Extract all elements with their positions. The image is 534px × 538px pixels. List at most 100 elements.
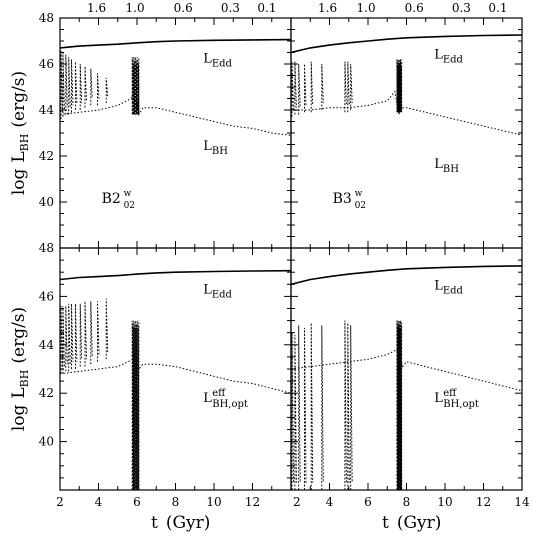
x-tick-label: 12 <box>476 495 491 509</box>
x-tick-label: 12 <box>245 495 260 509</box>
burst-spike <box>291 61 294 117</box>
burst-spike <box>105 298 109 360</box>
top-axis-label: 1.6 <box>87 1 106 15</box>
l-edd-label: LEdd <box>203 51 232 69</box>
panel-frame <box>290 247 523 491</box>
y-tick-label: 48 <box>39 241 54 255</box>
series-l-edd <box>291 34 522 54</box>
l-bh-subscript: BH <box>212 146 228 157</box>
x-axis-title-left: t (Gyr) <box>151 513 210 533</box>
burst-spike <box>79 63 83 110</box>
burst-spike <box>350 325 353 490</box>
burst-spike <box>74 303 78 369</box>
burst-spike <box>350 63 353 110</box>
burst-spike <box>90 68 93 106</box>
burst-spike <box>291 332 294 490</box>
burst-spike <box>310 322 314 490</box>
run-label-superscript: w <box>124 189 132 199</box>
l-eff-subscript: BH,opt <box>212 399 248 410</box>
series-l-edd <box>60 38 291 49</box>
burst-spike <box>321 63 324 110</box>
x-tick-label: 10 <box>206 495 221 509</box>
panel-top-right: 1.6 1.0 0.6 0.3 0.1 LEdd LBH B3 w 02 <box>290 1 523 249</box>
y-axis-title-bottom: logLBH(erg/s) <box>9 307 31 431</box>
l-eff-label: L <box>203 391 212 406</box>
l-edd-label: LEdd <box>434 278 463 296</box>
series-l-edd <box>60 269 291 281</box>
burst-spike <box>97 301 100 362</box>
burst-spike <box>298 325 301 490</box>
burst-spike <box>310 61 314 113</box>
burst-spike <box>97 73 100 106</box>
y-axis-title-top-unit: (erg/s) <box>9 71 29 128</box>
burst-spike <box>347 61 350 113</box>
y-axis-title-top: logLBH(erg/s) <box>9 71 31 195</box>
run-label-subscript: 02 <box>124 201 135 211</box>
y-tick-label: 42 <box>39 149 54 163</box>
l-eff-subscript: BH,opt <box>443 399 479 410</box>
merger-burst <box>396 59 403 113</box>
panel-frame <box>59 17 292 249</box>
l-edd-label: LEdd <box>203 282 232 300</box>
l-edd-subscript: Edd <box>212 58 233 69</box>
burst-spike <box>74 61 78 110</box>
x-tick-label: 6 <box>133 495 141 509</box>
x-axis-title-right: t (Gyr) <box>382 513 441 533</box>
panel-data <box>60 38 291 136</box>
panel-top-left: 40 42 44 46 48 1.6 1.0 0.6 0.3 0.1 LEdd LBH B2 w 02 <box>39 1 292 249</box>
panel-data <box>291 34 522 136</box>
burst-spike <box>105 77 109 104</box>
x-axis-title-left-unit: (Gyr) <box>166 513 211 533</box>
l-bh-label: LBH <box>434 157 459 175</box>
panel-data <box>291 265 522 490</box>
l-eff-superscript: eff <box>443 388 457 399</box>
burst-spike <box>347 322 350 490</box>
y-axis-title-top-l: L <box>9 151 29 162</box>
series-l-bh <box>291 90 522 136</box>
burst-spike <box>68 57 71 115</box>
burst-spike <box>65 306 68 372</box>
burst-spike <box>294 335 297 490</box>
y-axis-title-top-subscript: BH <box>18 134 31 152</box>
y-tick-label: 44 <box>39 338 55 352</box>
y-tick-label: 42 <box>39 386 54 400</box>
burst-spike <box>68 303 71 372</box>
y-axis-title-bottom-subscript: BH <box>18 370 31 388</box>
x-tick-label: 6 <box>364 495 372 509</box>
run-label: B2 <box>102 191 121 207</box>
top-axis-label: 0.1 <box>257 1 276 15</box>
run-label-subscript: 02 <box>355 201 366 211</box>
y-tick-label: 40 <box>39 435 54 449</box>
burst-spike <box>304 63 307 113</box>
burst-spike <box>79 303 83 367</box>
l-bh-subscript: BH <box>443 164 459 175</box>
y-tick-label: 40 <box>39 195 54 209</box>
top-axis-label: 1.6 <box>318 1 337 15</box>
burst-spike <box>321 325 324 490</box>
merger-burst <box>396 320 403 490</box>
burst-spike <box>65 54 68 115</box>
burst-spike <box>62 52 65 117</box>
burst-spike <box>84 66 87 108</box>
burst-spike <box>60 306 63 374</box>
x-tick-label: 4 <box>326 495 334 509</box>
merger-burst <box>131 57 140 115</box>
top-axis-label: 1.0 <box>357 1 376 15</box>
l-edd-label: LEdd <box>434 47 463 65</box>
l-bh-label: LBH <box>203 139 228 157</box>
l-edd-subscript: Edd <box>212 289 233 300</box>
top-axis-label: 0.3 <box>221 1 240 15</box>
y-tick-label: 48 <box>39 11 54 25</box>
panel-frame <box>290 17 523 249</box>
x-tick-label: 4 <box>95 495 103 509</box>
run-label: B3 <box>333 191 352 207</box>
series-l-edd <box>291 265 522 286</box>
burst-spike <box>344 320 347 490</box>
l-eff-label: L <box>434 391 443 406</box>
x-axis-title-right-unit: (Gyr) <box>397 513 442 533</box>
burst-spike <box>294 61 297 115</box>
y-tick-label: 46 <box>39 289 54 303</box>
